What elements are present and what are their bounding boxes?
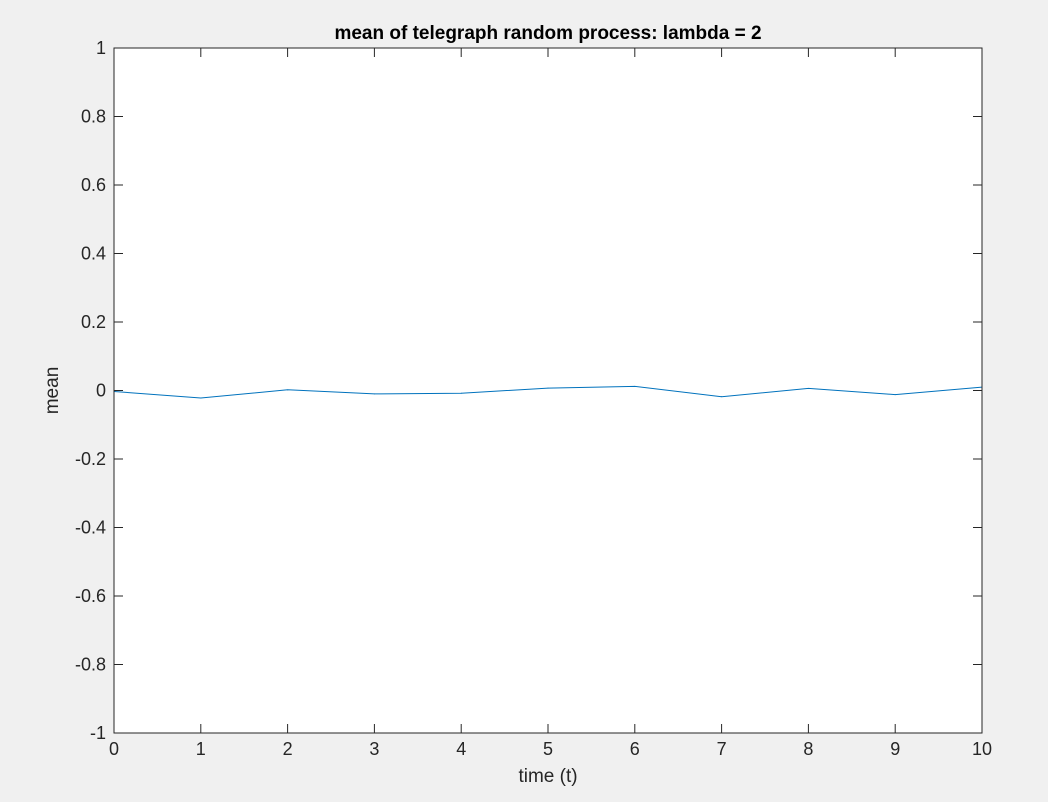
x-tick-label: 7 — [717, 739, 727, 759]
data-point — [460, 392, 462, 394]
x-tick-label: 4 — [456, 739, 466, 759]
y-tick-labels: -1 -0.8 -0.6 -0.4 -0.2 0 0.2 0.4 0.6 0.8 1 — [75, 38, 106, 743]
y-tick-label: 0.4 — [81, 244, 106, 264]
x-tick-label: 0 — [109, 739, 119, 759]
chart-title: mean of telegraph random process: lambda… — [334, 23, 761, 44]
y-tick-label: 0.2 — [81, 312, 106, 332]
y-tick-label: -0.4 — [75, 518, 106, 538]
x-tick-label: 1 — [196, 739, 206, 759]
y-axis-label: mean — [42, 367, 63, 415]
data-point — [894, 394, 896, 396]
x-tick-label: 8 — [803, 739, 813, 759]
data-point — [634, 385, 636, 387]
y-tick-label: -1 — [90, 723, 106, 743]
data-point — [287, 389, 289, 391]
y-tick-label: -0.6 — [75, 586, 106, 606]
y-tick-label: 0.6 — [81, 175, 106, 195]
data-point — [373, 393, 375, 395]
x-tick-label: 6 — [630, 739, 640, 759]
data-point — [807, 387, 809, 389]
plot-area — [114, 48, 982, 733]
x-axis-label: time (t) — [518, 766, 577, 787]
y-tick-label: -0.2 — [75, 449, 106, 469]
x-tick-labels: 0 1 2 3 4 5 6 7 8 9 10 — [109, 739, 992, 759]
y-tick-label: 1 — [96, 38, 106, 58]
x-tick-label: 10 — [972, 739, 992, 759]
data-point — [721, 396, 723, 398]
y-tick-label: -0.8 — [75, 655, 106, 675]
data-point — [200, 397, 202, 399]
x-tick-label: 9 — [890, 739, 900, 759]
x-tick-label: 5 — [543, 739, 553, 759]
x-tick-label: 3 — [369, 739, 379, 759]
y-tick-label: 0.8 — [81, 107, 106, 127]
y-tick-label: 0 — [96, 381, 106, 401]
data-point — [547, 387, 549, 389]
plot-frame — [113, 47, 983, 734]
x-tick-label: 2 — [283, 739, 293, 759]
